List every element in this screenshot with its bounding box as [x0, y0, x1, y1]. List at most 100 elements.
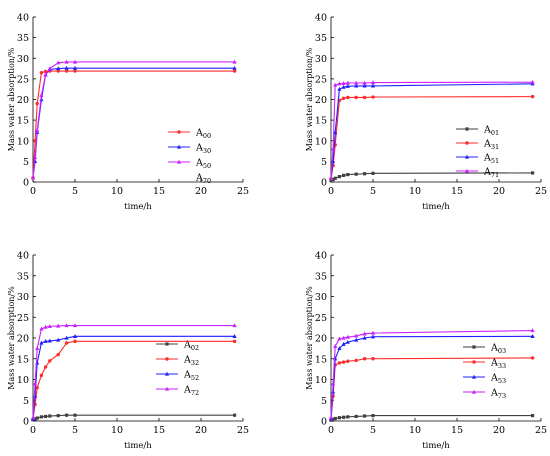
data-point-A50 [43, 72, 48, 77]
series-line-A53 [330, 335, 533, 419]
data-point-A72 [35, 346, 40, 350]
data-point-A01 [371, 171, 375, 175]
data-point-A30 [56, 66, 61, 71]
data-point-A53 [341, 341, 346, 346]
y-tick-label: 25 [17, 313, 29, 324]
x-tick-label: 15 [153, 186, 165, 197]
legend-label-A73: A73 [490, 388, 506, 401]
data-point-A00 [35, 101, 39, 106]
legend-label-A72: A72 [183, 385, 199, 398]
x-tick-label: 10 [111, 425, 123, 436]
data-point-A33 [530, 356, 535, 360]
y-tick-label: 30 [315, 54, 327, 65]
x-tick-label: 20 [195, 425, 207, 436]
data-point-A00 [73, 69, 77, 73]
data-point-A72 [39, 326, 44, 331]
data-point-A01 [363, 172, 367, 176]
legend-label-A53: A53 [490, 373, 506, 386]
data-point-A71 [337, 81, 342, 86]
legend-label-A30: A30 [195, 143, 211, 156]
legend-label-A52: A52 [183, 370, 199, 383]
series-line-A31 [330, 96, 533, 179]
legend-marker-A32 [165, 357, 169, 361]
y-tick-label: 5 [321, 396, 327, 407]
y-tick-label: 30 [17, 54, 29, 65]
data-point-A01 [329, 179, 333, 183]
legend-label-A03: A03 [490, 343, 506, 356]
data-point-A02 [44, 414, 48, 419]
data-point-A73 [328, 415, 334, 420]
data-point-A71 [354, 80, 359, 85]
data-point-A72 [64, 323, 69, 328]
data-point-A50 [64, 59, 69, 64]
x-tick-label: 25 [535, 186, 547, 197]
chart-panel-1: 0 5 10 15 20 25 30 35 40 0 5 10 15 20 25 time/h Mass wat… [7, 13, 249, 213]
data-point-A32 [39, 373, 44, 378]
legend-marker-A50 [176, 159, 182, 164]
data-point-A73 [337, 336, 342, 341]
y-tick-label: 20 [315, 334, 327, 345]
data-point-A32 [73, 339, 77, 344]
x-tick-label: 25 [237, 425, 249, 436]
data-point-A72 [43, 324, 48, 329]
data-point-A02 [56, 414, 60, 418]
data-point-A52 [56, 337, 61, 342]
y-tick-label: 35 [315, 33, 327, 44]
data-point-A52 [64, 335, 69, 340]
x-tick-label: 15 [153, 425, 165, 436]
y-tick-label: 35 [17, 271, 29, 282]
data-point-A71 [341, 81, 346, 86]
y-axis-label: Mass water absorption/% [7, 286, 16, 390]
series-line-A32 [32, 340, 235, 420]
data-point-A51 [341, 84, 346, 89]
data-point-A33 [346, 359, 350, 363]
data-point-A71 [530, 79, 535, 84]
data-point-A71 [333, 82, 338, 87]
data-point-A03 [363, 414, 367, 418]
data-point-A53 [354, 337, 359, 342]
y-tick-label: 25 [17, 74, 29, 85]
data-point-A50 [35, 128, 40, 133]
data-point-A71 [370, 80, 376, 85]
data-point-A00 [64, 69, 69, 73]
data-point-A51 [354, 83, 359, 88]
y-axis-label: Mass water absorption/% [305, 286, 314, 390]
y-tick-label: 10 [17, 375, 29, 386]
y-tick-label: 15 [315, 354, 327, 365]
x-tick-label: 0 [30, 186, 36, 197]
series-line-A50 [32, 61, 235, 178]
data-point-A30 [232, 65, 237, 70]
legend-marker-A01 [465, 127, 469, 131]
legend-marker-A03 [472, 345, 476, 349]
data-point-A03 [371, 414, 375, 418]
y-tick-label: 15 [315, 116, 327, 127]
x-tick-label: 20 [493, 425, 505, 436]
data-point-A32 [56, 352, 60, 357]
data-point-A03 [331, 417, 335, 421]
x-tick-label: 5 [370, 425, 376, 436]
data-point-A72 [30, 415, 36, 420]
y-tick-label: 20 [17, 334, 29, 345]
data-point-A31 [530, 94, 535, 99]
data-point-A01 [331, 177, 335, 182]
data-point-A00 [39, 70, 44, 75]
data-point-A73 [362, 331, 367, 336]
data-point-A01 [333, 176, 337, 180]
data-point-A72 [33, 381, 38, 386]
data-point-A53 [345, 339, 350, 344]
data-point-A02 [65, 413, 69, 417]
x-tick-label: 0 [328, 425, 334, 436]
legend-label-A33: A33 [490, 358, 506, 371]
data-point-A01 [337, 175, 341, 179]
legend-label-A31: A31 [483, 139, 499, 152]
data-point-A03 [337, 416, 341, 420]
y-tick-label: 40 [17, 251, 29, 262]
data-point-A33 [362, 357, 367, 361]
data-point-A31 [341, 96, 346, 100]
data-point-A71 [328, 176, 334, 181]
data-point-A32 [232, 339, 237, 344]
legend-marker-A31 [465, 141, 469, 145]
x-tick-label: 5 [72, 425, 78, 436]
data-point-A03 [342, 415, 346, 419]
legend-marker-A73 [471, 389, 477, 394]
